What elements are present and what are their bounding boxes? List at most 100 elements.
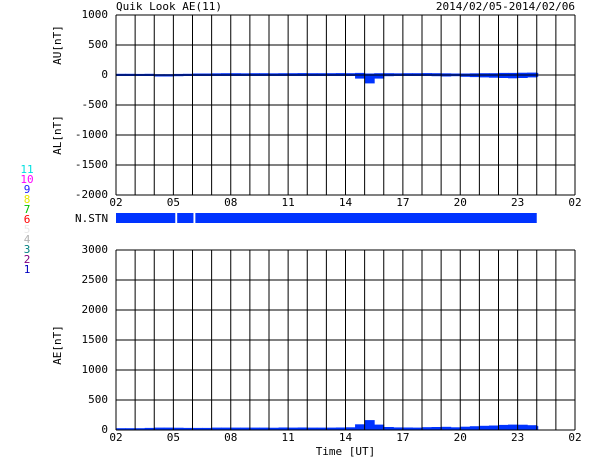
area-bar (364, 420, 375, 430)
area-bar (135, 73, 146, 75)
station-legend-label: 5 (24, 223, 31, 236)
area-bar (450, 427, 461, 430)
x-tick-label: 20 (454, 196, 467, 209)
x-tick-label: 02 (568, 196, 581, 209)
area-bar (498, 75, 509, 78)
area-bar (517, 75, 528, 78)
area-bar (431, 427, 442, 430)
area-bar (508, 75, 519, 79)
area-bar (182, 73, 193, 75)
area-bar (364, 75, 375, 84)
area-bar (460, 75, 471, 77)
x-tick-label: 14 (339, 196, 353, 209)
y-tick-label: 0 (101, 68, 108, 81)
area-bar (488, 75, 499, 78)
area-bar (402, 427, 413, 430)
area-bar (135, 428, 146, 430)
area-bar (355, 424, 366, 430)
area-bar (144, 73, 155, 75)
area-bar (469, 426, 480, 430)
area-bar (469, 75, 480, 78)
area-bar (488, 73, 499, 75)
area-bar (383, 427, 394, 430)
y-tick-label: 500 (88, 393, 108, 406)
area-bar (517, 72, 528, 75)
area-bar (527, 72, 538, 75)
area-bar (173, 73, 184, 75)
area-bar (479, 75, 490, 78)
area-bar (297, 73, 308, 75)
area-bar (488, 425, 499, 430)
area-bar (479, 425, 490, 430)
x-tick-label: 05 (167, 196, 180, 209)
area-bar (116, 428, 127, 430)
area-bar (422, 73, 433, 75)
area-bar (431, 75, 442, 77)
chart-title: Quik Look AE(11) (116, 0, 222, 13)
y-tick-label: -2000 (75, 188, 108, 201)
area-bar (249, 73, 260, 75)
area-bar (402, 73, 413, 75)
area-bar (116, 73, 127, 75)
area-bar (422, 427, 433, 430)
area-bar (431, 73, 442, 75)
area-bar (278, 427, 289, 430)
station-legend-label: 10 (20, 173, 33, 186)
x-axis-label: Time [UT] (316, 445, 376, 458)
y-axis-label: AE[nT] (51, 325, 64, 365)
area-bar (125, 73, 136, 75)
area-bar (173, 75, 184, 77)
area-bar (355, 72, 366, 75)
y-tick-label: 500 (88, 38, 108, 51)
area-bar (441, 75, 452, 77)
area-bar (163, 75, 174, 77)
area-bar (374, 424, 385, 430)
area-bar (307, 73, 318, 75)
area-bar (192, 73, 203, 75)
area-bar (441, 426, 452, 430)
date-range: 2014/02/05-2014/02/06 (436, 0, 575, 13)
area-bar (345, 73, 356, 75)
x-tick-label: 02 (109, 431, 122, 444)
area-bar (230, 427, 241, 430)
station-legend-label: 2 (24, 253, 31, 266)
area-bar (479, 73, 490, 75)
area-bar (154, 75, 165, 77)
area-bar (498, 424, 509, 430)
area-bar (335, 427, 346, 430)
area-bar (450, 75, 461, 77)
area-bar (393, 73, 404, 75)
y-tick-label: 1000 (82, 363, 109, 376)
station-legend-label: 6 (24, 213, 31, 226)
x-tick-label: 23 (511, 431, 524, 444)
area-bar (240, 427, 251, 430)
area-bar (441, 73, 452, 75)
area-bar (412, 73, 423, 75)
area-bar (269, 427, 280, 430)
area-bar (326, 73, 337, 75)
x-tick-label: 17 (396, 196, 409, 209)
x-tick-label: 23 (511, 196, 524, 209)
area-bar (527, 425, 538, 430)
x-tick-label: 11 (282, 431, 295, 444)
area-bar (259, 73, 270, 75)
y-tick-label: -1500 (75, 158, 108, 171)
n-stn-bar (195, 213, 537, 223)
area-bar (288, 427, 299, 430)
area-bar (202, 427, 213, 430)
area-bar (412, 427, 423, 430)
area-bar (326, 427, 337, 430)
area-bar (192, 427, 203, 430)
area-bar (202, 73, 213, 75)
area-bar (307, 427, 318, 430)
y-axis-label: AU[nT] (51, 25, 64, 65)
area-bar (297, 427, 308, 430)
station-legend-label: 11 (20, 163, 33, 176)
y-axis-label: AL[nT] (51, 115, 64, 155)
station-legend-label: 9 (24, 183, 31, 196)
area-bar (383, 73, 394, 75)
area-bar (211, 73, 222, 75)
station-legend-label: 4 (24, 233, 31, 246)
y-tick-label: 1000 (82, 8, 109, 21)
area-bar (288, 73, 299, 75)
